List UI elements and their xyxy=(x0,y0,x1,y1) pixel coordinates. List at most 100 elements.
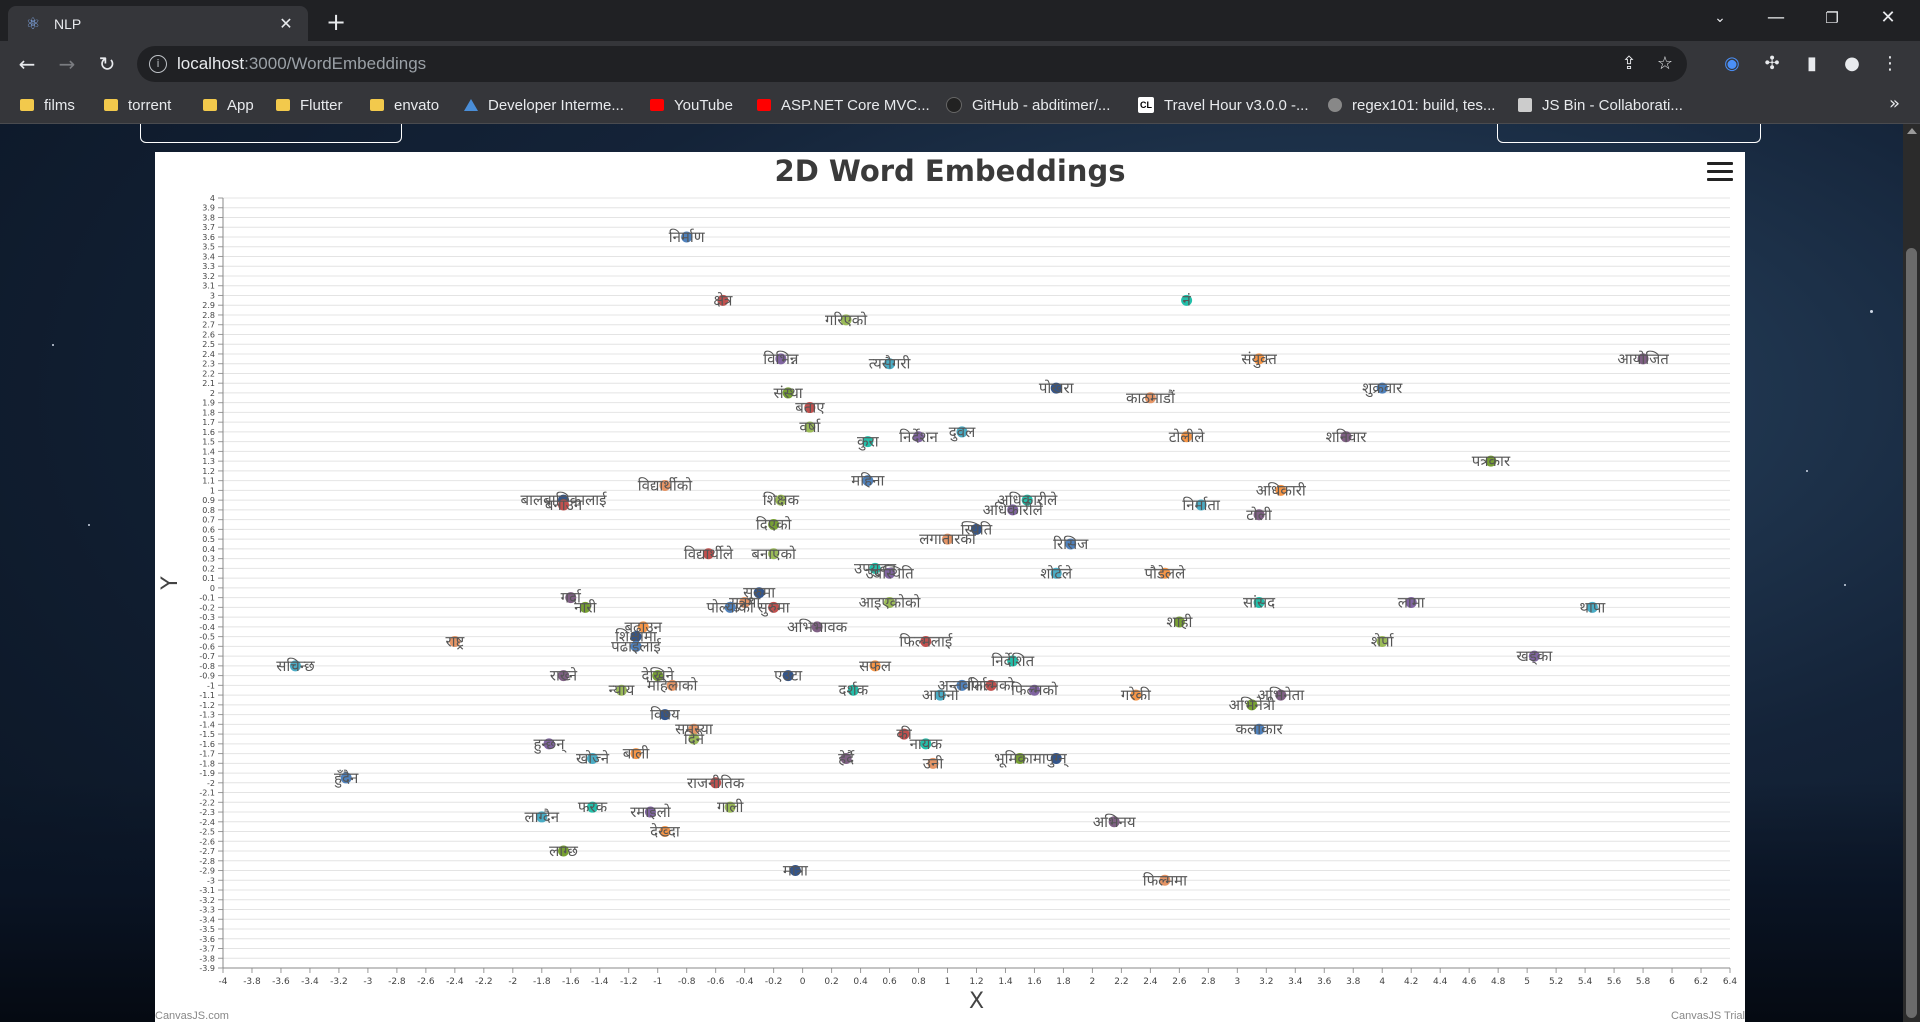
data-label: मात्रा xyxy=(783,862,809,880)
bookmark-item[interactable]: torrent xyxy=(104,94,171,116)
y-tick-label: -1.3 xyxy=(199,711,215,720)
tab-search-icon[interactable]: ⌄ xyxy=(1714,10,1726,26)
forward-icon[interactable]: → xyxy=(58,52,76,76)
y-tick-label: 3.4 xyxy=(202,252,215,261)
x-tick-label: -2.8 xyxy=(388,977,406,987)
scrollbar[interactable] xyxy=(1903,124,1920,1022)
bookmark-item[interactable]: Developer Interme... xyxy=(464,94,624,116)
star-icon[interactable]: ☆ xyxy=(1656,53,1674,74)
data-point xyxy=(840,752,852,764)
chart-credit[interactable]: CanvasJS.com xyxy=(155,1010,229,1022)
side-panel-icon[interactable]: ▮ xyxy=(1807,53,1817,74)
bookmark-label: JS Bin - Collaborati... xyxy=(1542,96,1683,114)
window-close-icon[interactable]: ✕ xyxy=(1880,7,1896,28)
y-tick-label: -2 xyxy=(207,779,215,788)
x-tick-label: -3.2 xyxy=(330,977,348,987)
x-tick-label: -2.4 xyxy=(446,977,464,987)
data-label: नायक xyxy=(910,735,943,753)
data-point xyxy=(536,811,548,823)
new-tab-button[interactable]: + xyxy=(325,8,347,36)
data-label: शिक्षामा xyxy=(615,628,658,646)
data-label: राजनीतिक xyxy=(687,774,745,792)
reload-icon[interactable]: ↻ xyxy=(98,52,116,76)
share-icon[interactable]: ⇪ xyxy=(1621,53,1637,74)
y-tick-label: -1.5 xyxy=(199,730,215,739)
data-label: फिल्मलाई xyxy=(899,632,953,650)
star-decoration xyxy=(52,344,54,346)
y-tick-label: -0.8 xyxy=(199,662,215,671)
extension-icon[interactable]: ◉ xyxy=(1724,53,1740,74)
youtube-icon xyxy=(650,99,664,111)
kebab-menu-icon[interactable]: ⋮ xyxy=(1881,53,1899,74)
data-point xyxy=(1050,567,1062,579)
tab-nlp[interactable]: ⚛ NLP ✕ xyxy=(8,6,308,41)
bookmark-item[interactable]: App xyxy=(203,94,254,116)
x-tick-label: -2 xyxy=(508,977,517,987)
developer-icon xyxy=(464,99,478,111)
data-label: दुवल xyxy=(949,423,976,442)
info-icon[interactable]: i xyxy=(149,55,167,73)
data-point xyxy=(659,826,671,838)
x-tick-label: 2 xyxy=(1090,977,1096,987)
data-label: रमाइलो xyxy=(630,803,672,821)
y-tick-label: 0.2 xyxy=(202,564,215,573)
url-text[interactable]: localhost:3000/WordEmbeddings xyxy=(177,54,426,74)
scatter-chart: -3.9-3.8-3.7-3.6-3.5-3.4-3.3-3.2-3.1-3-2… xyxy=(158,194,1737,1014)
left-button[interactable] xyxy=(140,124,402,143)
y-tick-label: -2.8 xyxy=(199,857,215,866)
y-tick-label: -2.2 xyxy=(199,798,215,807)
data-label: फिल्ममा xyxy=(1143,871,1188,889)
data-label: सांसद xyxy=(1243,593,1276,611)
profile-icon[interactable]: ● xyxy=(1844,53,1860,74)
minimize-icon[interactable]: — xyxy=(1767,7,1785,28)
data-label: शनिवार xyxy=(1326,428,1368,446)
x-tick-label: -1.4 xyxy=(591,977,609,987)
chevron-right-icon[interactable]: » xyxy=(1888,93,1900,114)
bookmark-item[interactable]: CL Travel Hour v3.0.0 -... xyxy=(1138,94,1309,116)
close-icon[interactable]: ✕ xyxy=(279,13,293,33)
y-tick-label: -0.4 xyxy=(199,623,215,632)
y-tick-label: 2.5 xyxy=(202,340,215,349)
bookmark-item[interactable]: GitHub - abditimer/... xyxy=(946,94,1110,116)
data-label: अधिकारी xyxy=(1256,481,1307,499)
bookmark-item[interactable]: films xyxy=(20,94,75,116)
data-point xyxy=(775,494,787,506)
x-tick-label: 0.2 xyxy=(824,977,838,987)
bookmark-item[interactable]: regex101: build, tes... xyxy=(1328,94,1495,116)
bookmark-item[interactable]: YouTube xyxy=(650,94,733,116)
back-icon[interactable]: ← xyxy=(18,52,36,76)
x-tick-label: -0.6 xyxy=(707,977,725,987)
bookmark-item[interactable]: envato xyxy=(370,94,439,116)
y-tick-label: 1.7 xyxy=(202,418,215,427)
bookmark-item[interactable]: Flutter xyxy=(276,94,343,116)
chart-container: -3.9 -3.8 -3.7 -3.6 -3.5 -3.4 -3.3 -3.2 -3.1 -3 -2… xyxy=(155,152,1745,1022)
data-point xyxy=(862,475,874,487)
data-point xyxy=(630,640,642,652)
data-point xyxy=(1181,294,1193,306)
address-bar[interactable]: i localhost:3000/WordEmbeddings ⇪ ☆ xyxy=(137,46,1687,82)
data-label: सचिन्छ xyxy=(276,657,315,675)
data-point xyxy=(847,684,859,696)
bookmark-label: regex101: build, tes... xyxy=(1352,96,1496,114)
scroll-thumb[interactable] xyxy=(1906,248,1917,1018)
puzzle-icon[interactable]: ✣ xyxy=(1764,53,1780,74)
x-tick-label: 1 xyxy=(945,977,951,987)
data-label: निर्माता xyxy=(1182,496,1221,514)
hamburger-menu-icon[interactable] xyxy=(1707,162,1733,184)
right-button[interactable] xyxy=(1497,124,1761,143)
scroll-up-icon[interactable] xyxy=(1907,128,1917,134)
data-label: नं xyxy=(1182,291,1191,309)
x-tick-label: 3 xyxy=(1234,977,1240,987)
browser-toolbar: ← → ↻ i localhost:3000/WordEmbeddings ⇪ … xyxy=(0,41,1920,87)
y-tick-label: 0.9 xyxy=(202,496,215,505)
y-tick-label: 2.9 xyxy=(202,301,215,310)
bookmark-item[interactable]: JS Bin - Collaborati... xyxy=(1518,94,1683,116)
data-label: खोज्ने xyxy=(576,749,610,767)
data-label: हेर्दै xyxy=(838,749,855,767)
data-point xyxy=(1050,382,1062,394)
bookmark-item[interactable]: ASP.NET Core MVC... xyxy=(757,94,930,116)
restore-icon[interactable]: ❐ xyxy=(1825,9,1839,27)
data-label: बनाएको xyxy=(751,545,797,563)
data-label: बताए xyxy=(795,399,825,417)
y-tick-label: 3.8 xyxy=(202,213,215,222)
